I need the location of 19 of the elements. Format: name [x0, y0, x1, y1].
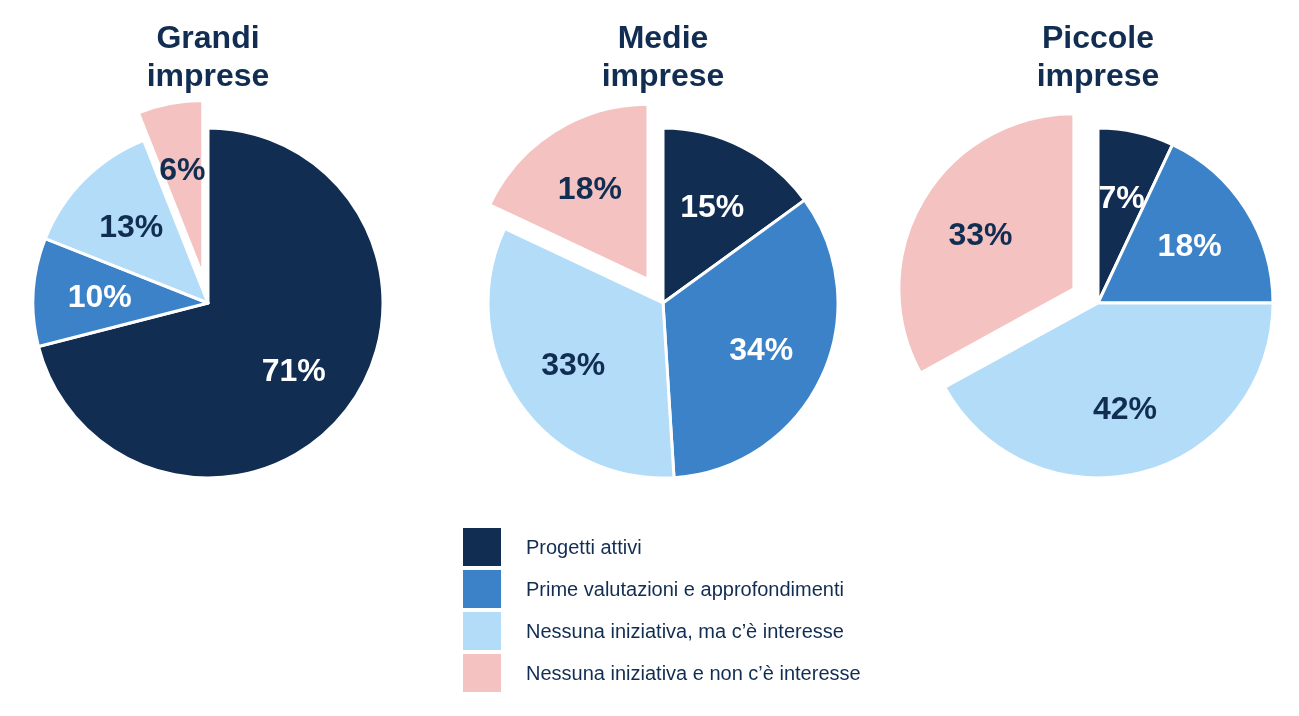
data-label: 18%: [557, 169, 622, 206]
data-label: 10%: [67, 278, 132, 315]
data-label: 13%: [99, 208, 164, 245]
data-label: 15%: [680, 188, 745, 225]
chart-title: Grandi imprese: [146, 19, 270, 93]
data-label: 18%: [1157, 226, 1222, 263]
legend-label: Progetti attivi: [526, 536, 642, 558]
data-label: 6%: [159, 150, 206, 187]
data-label: 71%: [261, 351, 326, 388]
legend-label: Nessuna iniziativa e non c’è interesse: [526, 662, 861, 684]
data-label: 34%: [729, 331, 794, 368]
data-label: 42%: [1092, 390, 1158, 427]
legend-label: Prime valutazioni e approfondimenti: [526, 578, 844, 600]
data-label: 33%: [541, 345, 606, 382]
data-label: 33%: [948, 215, 1013, 252]
legend-label: Nessuna iniziativa, ma c’è interesse: [526, 620, 844, 642]
chart-title: Piccole imprese: [1036, 19, 1160, 93]
data-label: 7%: [1098, 179, 1145, 216]
chart-title: Medie imprese: [601, 19, 725, 93]
